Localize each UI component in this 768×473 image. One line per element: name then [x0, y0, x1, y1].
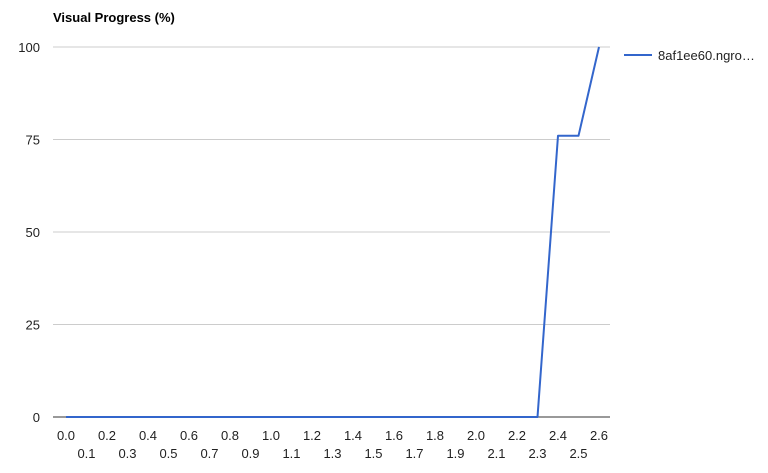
x-tick-label: 2.4 [549, 428, 567, 443]
x-tick-label: 1.8 [426, 428, 444, 443]
x-tick-label: 0.5 [159, 446, 177, 461]
x-tick-label: 1.4 [344, 428, 362, 443]
x-tick-label: 2.6 [590, 428, 608, 443]
x-tick-label: 0.3 [118, 446, 136, 461]
x-tick-label: 0.8 [221, 428, 239, 443]
y-tick-label: 75 [26, 133, 40, 148]
series-line [66, 46, 600, 418]
x-tick-label: 1.3 [323, 446, 341, 461]
y-tick-label: 0 [33, 410, 40, 425]
x-tick-label: 2.3 [528, 446, 546, 461]
y-axis-ticks: 0 25 50 75 100 [18, 40, 40, 425]
x-tick-label: 2.0 [467, 428, 485, 443]
y-tick-label: 50 [26, 225, 40, 240]
x-tick-label: 1.9 [446, 446, 464, 461]
x-tick-label: 2.1 [487, 446, 505, 461]
x-tick-label: 0.7 [200, 446, 218, 461]
gridlines [53, 46, 610, 418]
x-tick-label: 2.5 [569, 446, 587, 461]
x-tick-label: 1.6 [385, 428, 403, 443]
x-tick-label: 0.1 [77, 446, 95, 461]
x-tick-label: 0.9 [241, 446, 259, 461]
x-tick-label: 0.4 [139, 428, 157, 443]
x-tick-label: 1.5 [364, 446, 382, 461]
y-tick-label: 100 [18, 40, 40, 55]
x-tick-label: 1.2 [303, 428, 321, 443]
chart-title: Visual Progress (%) [53, 10, 175, 25]
series-lines [66, 46, 600, 418]
x-tick-label: 2.2 [508, 428, 526, 443]
x-tick-label: 0.2 [98, 428, 116, 443]
legend-label: 8af1ee60.ngro… [658, 48, 755, 63]
x-tick-label: 1.0 [262, 428, 280, 443]
x-tick-label: 1.1 [282, 446, 300, 461]
x-tick-label: 0.6 [180, 428, 198, 443]
x-axis-ticks: 0.00.10.20.30.40.50.60.70.80.91.01.11.21… [57, 428, 608, 461]
legend: 8af1ee60.ngro… [624, 48, 755, 63]
y-tick-label: 25 [26, 318, 40, 333]
x-tick-label: 1.7 [405, 446, 423, 461]
x-tick-label: 0.0 [57, 428, 75, 443]
